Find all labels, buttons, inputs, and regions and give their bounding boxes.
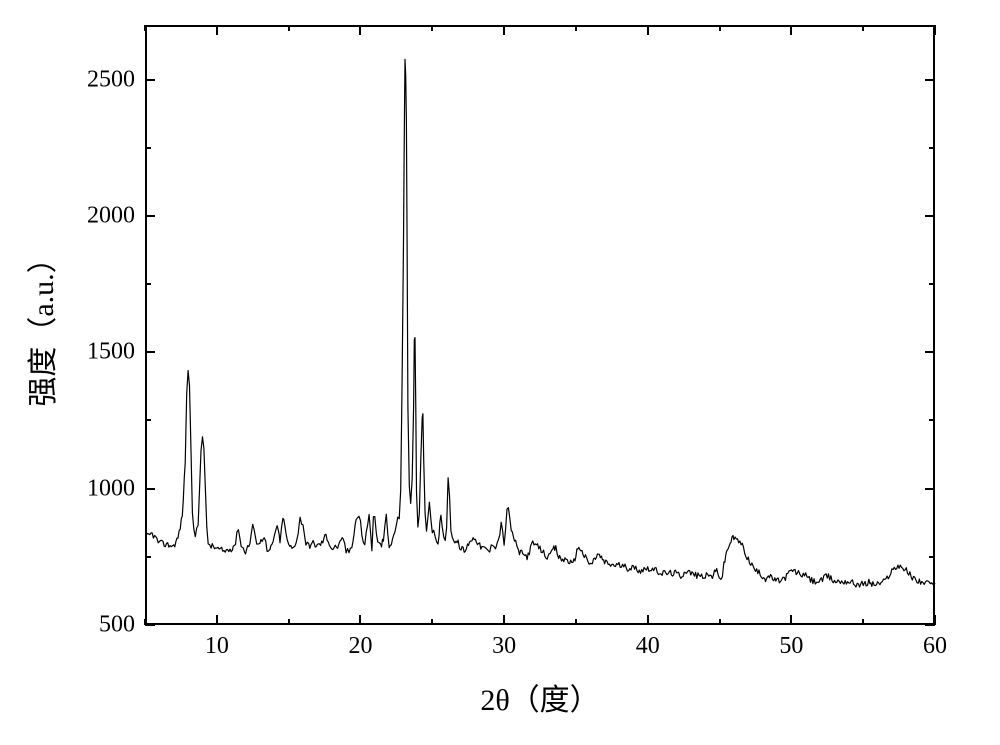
xrd-chart: 强度（a.u.） 2θ（度） 1020304050605001000150020…: [0, 0, 1000, 745]
xrd-line: [0, 0, 1000, 745]
